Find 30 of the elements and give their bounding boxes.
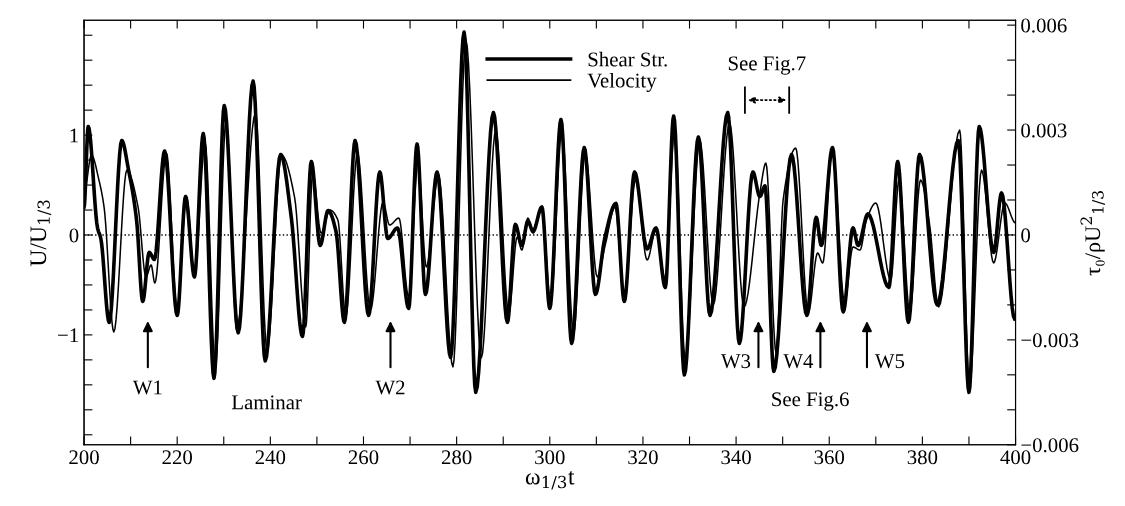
y-tick-label: 1 — [70, 128, 78, 143]
x-tick-label: 300 — [535, 450, 565, 465]
x-tick-label: 220 — [162, 450, 193, 465]
x-axis-title: ω$_{1/3}$t — [525, 471, 575, 490]
x-tick-label: 260 — [348, 450, 379, 465]
x-tick-label: 340 — [721, 450, 751, 465]
annotation: W5 — [874, 354, 905, 369]
annotation: See Fig.7 — [728, 56, 806, 75]
legend-label: Shear Str. — [588, 51, 667, 67]
x-tick-label: 240 — [255, 450, 286, 465]
y2-axis-title: τ₀/ρU$^{2}$$_{1/3}$ — [1080, 191, 1105, 276]
y2-tick-label: 0.006 — [1021, 18, 1067, 33]
x-tick-label: 280 — [441, 450, 472, 465]
x-tick-label: 380 — [907, 450, 938, 465]
legend-label: Velocity — [587, 72, 657, 92]
y-axis-title: U/U$_{1/3}$ — [30, 200, 52, 267]
x-tick-label: 320 — [628, 450, 658, 465]
annotation: See Fig.6 — [772, 392, 849, 411]
annotation: W1 — [132, 380, 162, 395]
y2-tick-label: 0 — [1021, 228, 1031, 243]
annotation: W4 — [783, 354, 814, 369]
y2-tick-label: 0.003 — [1021, 123, 1067, 138]
x-tick-label: 200 — [69, 450, 99, 465]
x-tick-label: 360 — [814, 450, 845, 465]
y-tick-label: 0 — [69, 228, 79, 243]
annotation: W2 — [375, 380, 405, 395]
y-tick-label: −1 — [58, 328, 78, 343]
annotation: W3 — [720, 354, 751, 369]
annotation: Laminar — [231, 395, 302, 410]
y2-tick-label: −0.003 — [1021, 333, 1079, 348]
